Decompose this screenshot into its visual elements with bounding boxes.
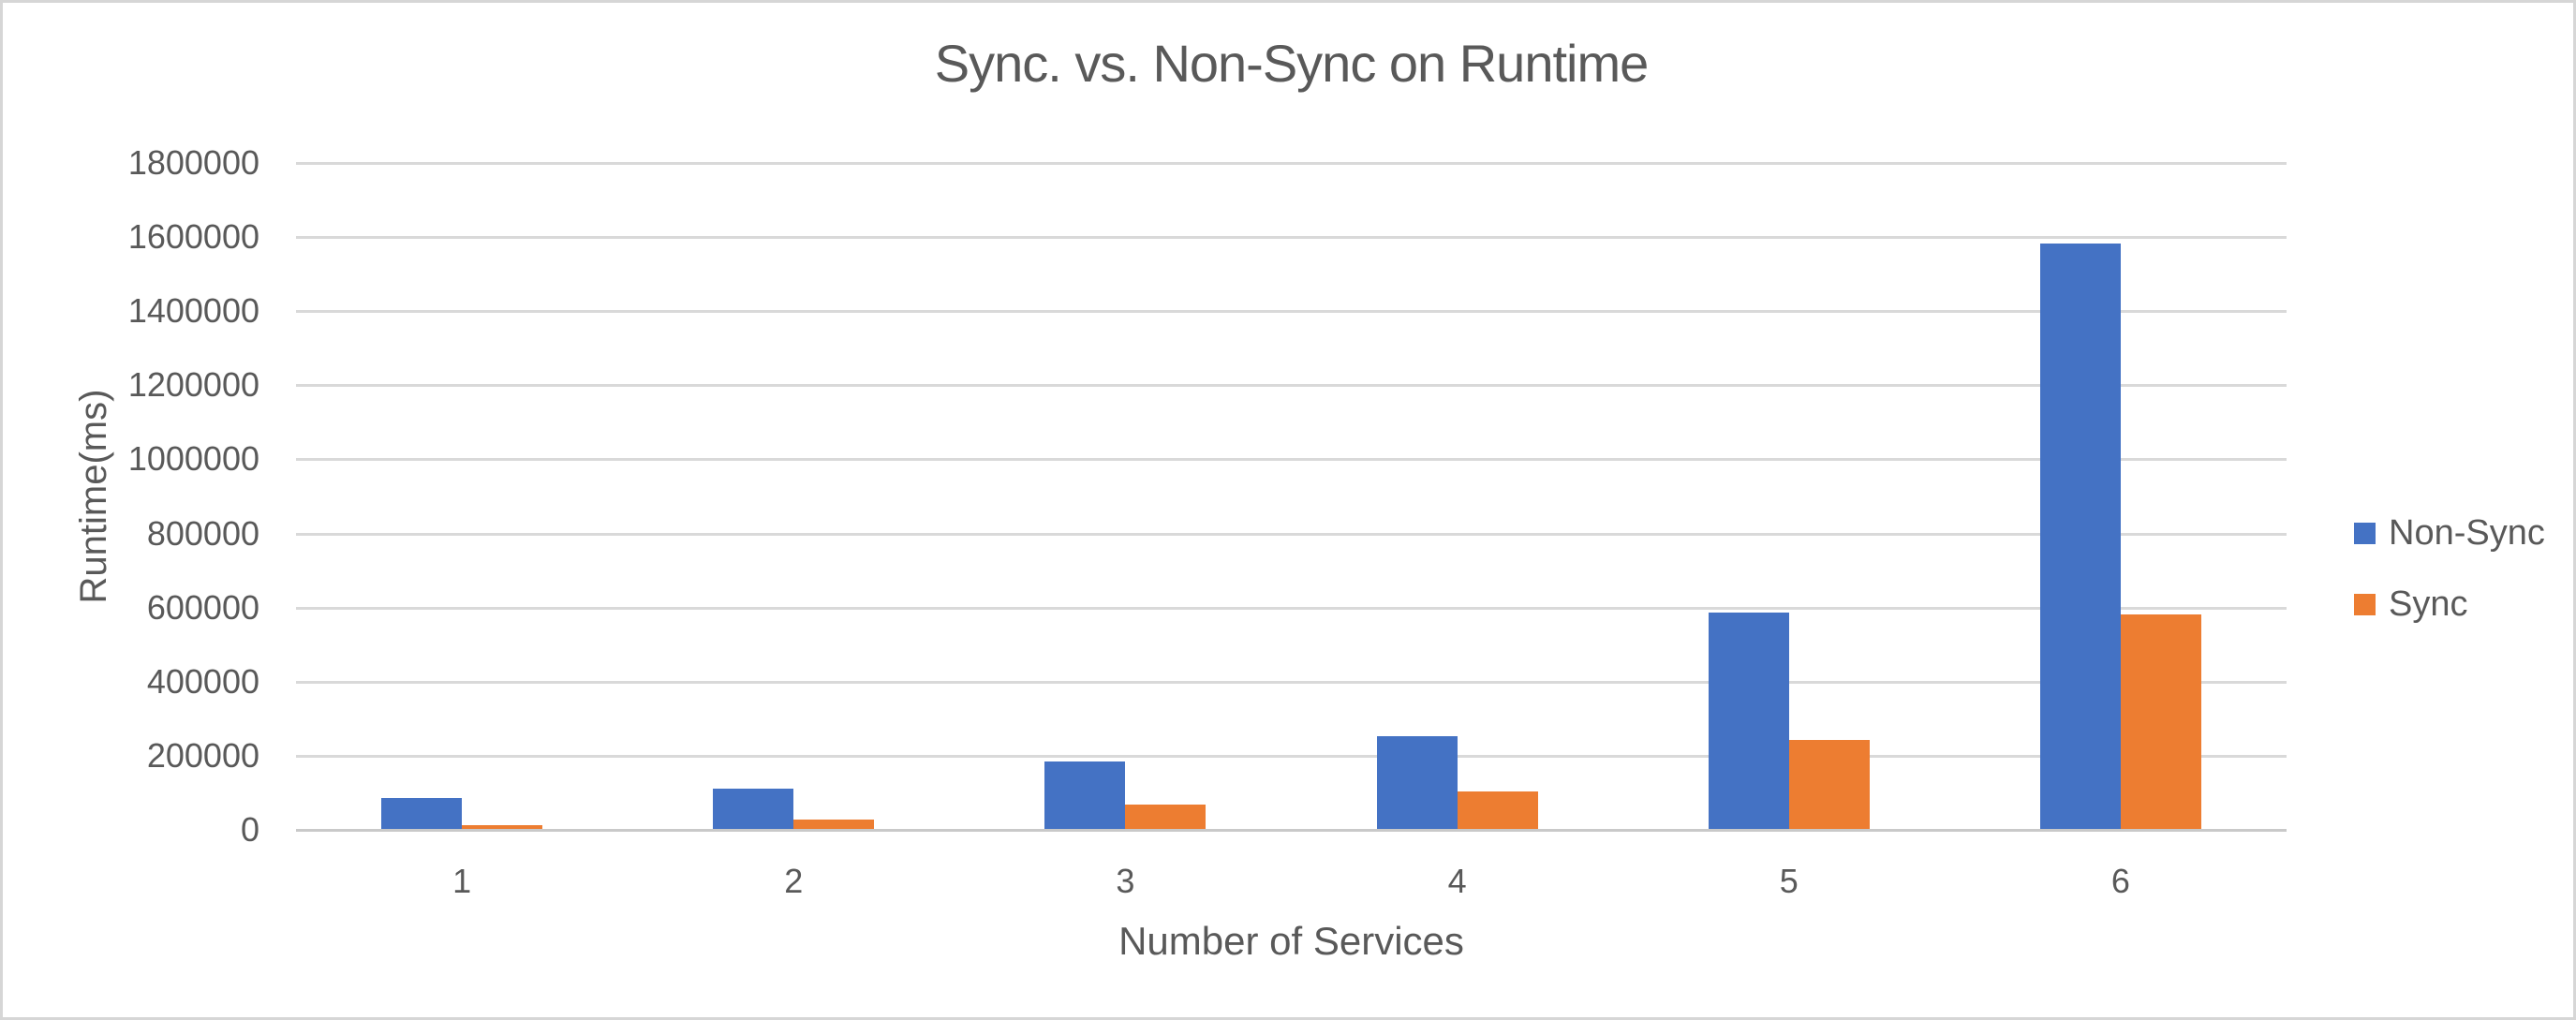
x-tick-label: 2 bbox=[784, 862, 804, 900]
y-tick-label: 600000 bbox=[146, 587, 259, 627]
y-tick-label: 1000000 bbox=[127, 439, 259, 479]
gridline bbox=[296, 606, 2287, 610]
gridline bbox=[296, 236, 2287, 240]
y-tick-label: 1800000 bbox=[127, 143, 259, 182]
bar-sync-1 bbox=[462, 825, 543, 830]
x-tick-label: 3 bbox=[1116, 862, 1135, 900]
bar-non-sync-2 bbox=[713, 789, 794, 830]
x-tick-label: 1 bbox=[452, 862, 472, 900]
bar-sync-6 bbox=[2120, 614, 2201, 830]
y-tick-label: 400000 bbox=[146, 661, 259, 701]
gridline bbox=[296, 162, 2287, 165]
legend-item-sync: Sync bbox=[2354, 584, 2467, 625]
bar-non-sync-5 bbox=[1708, 613, 1789, 830]
bar-non-sync-4 bbox=[1376, 736, 1458, 830]
bar-non-sync-3 bbox=[1044, 761, 1126, 830]
y-tick-label: 1200000 bbox=[127, 365, 259, 405]
x-axis-line bbox=[296, 829, 2287, 832]
legend-swatch-non-sync bbox=[2354, 522, 2376, 544]
bar-sync-5 bbox=[1788, 740, 1870, 830]
y-tick-label: 0 bbox=[240, 810, 259, 849]
x-tick-label: 6 bbox=[2110, 862, 2130, 900]
plot-area: 0 200000 400000 600000 800000 1000000 1200000 1… bbox=[3, 3, 2573, 1017]
bar-sync-3 bbox=[1125, 805, 1207, 830]
x-axis-title: Number of Services bbox=[1118, 919, 1464, 963]
gridline bbox=[296, 458, 2287, 462]
gridline bbox=[296, 532, 2287, 536]
gridline bbox=[296, 680, 2287, 684]
bar-non-sync-6 bbox=[2039, 244, 2121, 830]
legend-label-non-sync: Non-Sync bbox=[2389, 512, 2545, 553]
y-tick-label: 800000 bbox=[146, 513, 259, 553]
x-tick-label: 4 bbox=[1447, 862, 1467, 900]
x-tick-label: 5 bbox=[1779, 862, 1799, 900]
gridline bbox=[296, 384, 2287, 388]
bar-non-sync-1 bbox=[381, 798, 463, 830]
y-tick-label: 200000 bbox=[146, 735, 259, 775]
y-tick-label: 1400000 bbox=[127, 291, 259, 331]
y-tick-label: 1600000 bbox=[127, 217, 259, 257]
legend-label-sync: Sync bbox=[2389, 584, 2468, 624]
y-axis-title: Runtime(ms) bbox=[73, 389, 114, 604]
gridline bbox=[296, 310, 2287, 314]
bar-sync-2 bbox=[793, 820, 875, 830]
chart-title: Sync. vs. Non-Sync on Runtime bbox=[934, 34, 1650, 93]
bar-sync-4 bbox=[1457, 791, 1538, 830]
legend-swatch-sync bbox=[2354, 593, 2376, 615]
gridline bbox=[296, 754, 2287, 758]
legend-item-non-sync: Non-Sync bbox=[2354, 512, 2545, 554]
